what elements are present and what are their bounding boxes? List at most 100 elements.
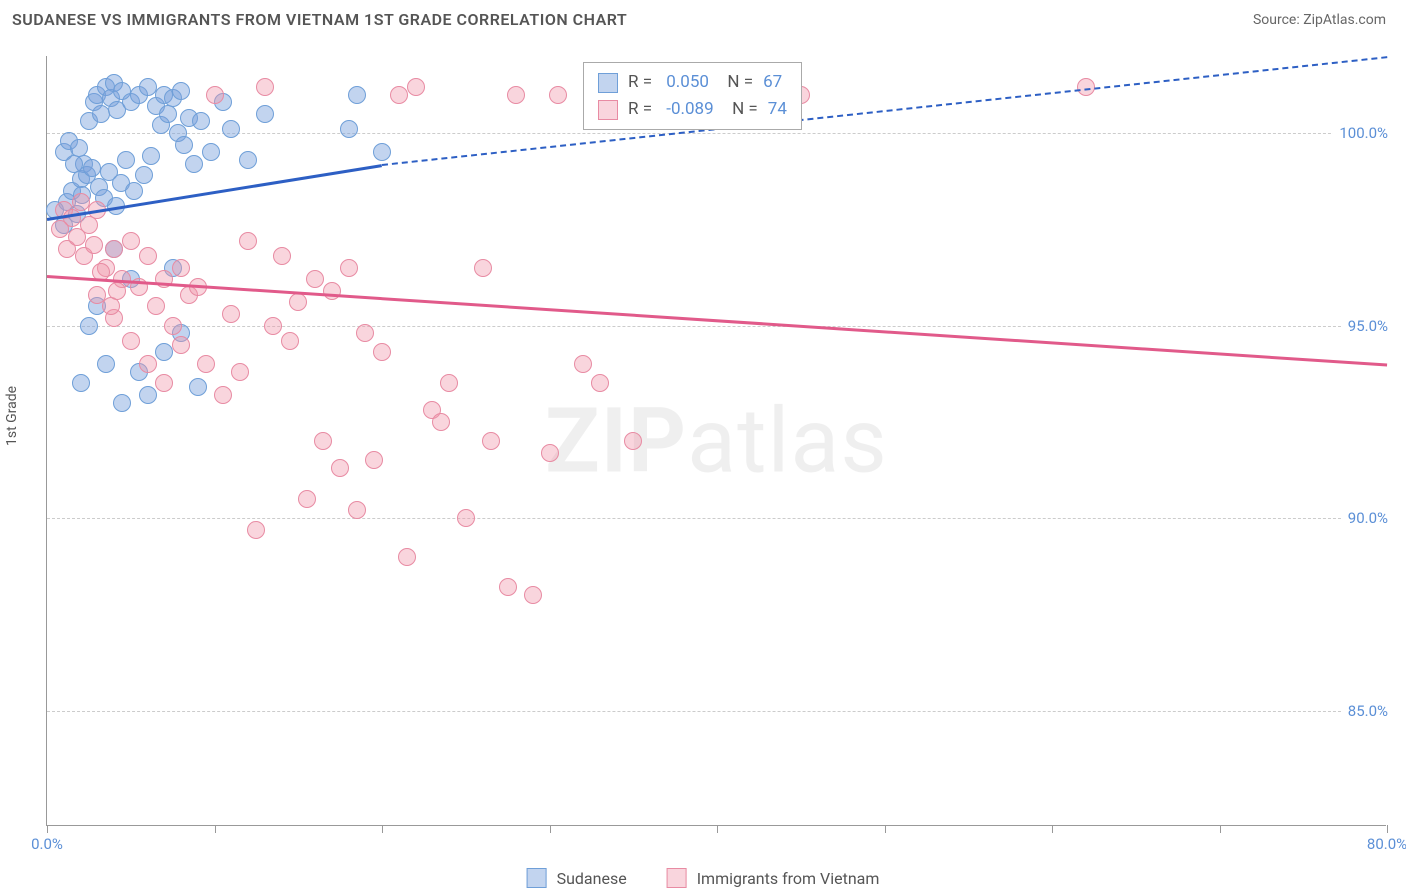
- legend-swatch: [667, 868, 687, 888]
- legend-swatch: [527, 868, 547, 888]
- data-point: [306, 270, 324, 288]
- chart-source: Source: ZipAtlas.com: [1253, 12, 1386, 28]
- x-tick-label: 0.0%: [31, 835, 63, 853]
- data-point: [97, 355, 115, 373]
- data-point: [155, 343, 173, 361]
- stat-row: R = 0.050 N =67: [598, 69, 787, 96]
- data-point: [298, 490, 316, 508]
- data-point: [51, 220, 69, 238]
- series-swatch: [598, 73, 618, 93]
- data-point: [356, 324, 374, 342]
- data-point: [83, 159, 101, 177]
- watermark: ZIPatlas: [545, 388, 888, 493]
- stat-n-label: N =: [724, 96, 758, 123]
- y-tick-label: 85.0%: [1342, 702, 1388, 720]
- stat-n-value: 67: [763, 69, 782, 96]
- chart-header: SUDANESE VS IMMIGRANTS FROM VIETNAM 1ST …: [0, 0, 1406, 35]
- data-point: [105, 240, 123, 258]
- x-tick: [215, 825, 216, 833]
- data-point: [373, 343, 391, 361]
- chart-legend: Sudanese Immigrants from Vietnam: [527, 868, 880, 888]
- stat-r-label: R =: [628, 69, 656, 96]
- data-point: [139, 78, 157, 96]
- data-point: [340, 259, 358, 277]
- data-point: [231, 363, 249, 381]
- data-point: [85, 236, 103, 254]
- data-point: [541, 444, 559, 462]
- data-point: [348, 501, 366, 519]
- data-point: [222, 305, 240, 323]
- data-point: [172, 336, 190, 354]
- data-point: [348, 86, 366, 104]
- gridline: [47, 133, 1386, 134]
- data-point: [482, 432, 500, 450]
- y-tick-label: 90.0%: [1342, 509, 1388, 527]
- stat-n-value: 74: [768, 96, 787, 123]
- data-point: [185, 155, 203, 173]
- data-point: [432, 413, 450, 431]
- x-tick: [1220, 825, 1221, 833]
- data-point: [440, 374, 458, 392]
- data-point: [175, 136, 193, 154]
- legend-label: Immigrants from Vietnam: [697, 869, 880, 888]
- data-point: [108, 282, 126, 300]
- data-point: [331, 459, 349, 477]
- data-point: [206, 86, 224, 104]
- data-point: [202, 143, 220, 161]
- correlation-stats-box: R = 0.050 N =67R = -0.089 N = 74: [583, 62, 802, 130]
- data-point: [189, 378, 207, 396]
- data-point: [273, 247, 291, 265]
- data-point: [373, 143, 391, 161]
- data-point: [197, 355, 215, 373]
- data-point: [139, 355, 157, 373]
- gridline: [47, 711, 1386, 712]
- x-tick-label: 80.0%: [1367, 835, 1406, 853]
- data-point: [239, 151, 257, 169]
- x-tick: [1387, 825, 1388, 833]
- chart-title: SUDANESE VS IMMIGRANTS FROM VIETNAM 1ST …: [12, 10, 627, 29]
- data-point: [239, 232, 257, 250]
- y-axis-label: 1st Grade: [4, 386, 20, 446]
- data-point: [398, 548, 416, 566]
- data-point: [122, 232, 140, 250]
- data-point: [365, 451, 383, 469]
- data-point: [256, 78, 274, 96]
- data-point: [159, 105, 177, 123]
- data-point: [407, 78, 425, 96]
- x-tick: [550, 825, 551, 833]
- stat-row: R = -0.089 N = 74: [598, 96, 787, 123]
- legend-item: Immigrants from Vietnam: [667, 868, 880, 888]
- data-point: [72, 374, 90, 392]
- series-swatch: [598, 100, 618, 120]
- stat-r-label: R =: [628, 96, 656, 123]
- x-tick: [382, 825, 383, 833]
- stat-r-value: -0.089: [666, 96, 713, 123]
- data-point: [549, 86, 567, 104]
- data-point: [172, 259, 190, 277]
- x-tick: [47, 825, 48, 833]
- data-point: [122, 332, 140, 350]
- data-point: [314, 432, 332, 450]
- data-point: [117, 151, 135, 169]
- data-point: [68, 228, 86, 246]
- trend-line-extrapolated: [382, 56, 1387, 166]
- data-point: [289, 293, 307, 311]
- data-point: [264, 317, 282, 335]
- legend-label: Sudanese: [557, 869, 627, 888]
- data-point: [323, 282, 341, 300]
- data-point: [340, 120, 358, 138]
- data-point: [155, 374, 173, 392]
- stat-r-value: 0.050: [666, 69, 709, 96]
- scatter-chart: ZIPatlas 85.0%90.0%95.0%100.0%0.0%80.0%R…: [46, 56, 1386, 826]
- y-tick-label: 95.0%: [1342, 317, 1388, 335]
- data-point: [457, 509, 475, 527]
- data-point: [624, 432, 642, 450]
- data-point: [214, 386, 232, 404]
- data-point: [499, 578, 517, 596]
- data-point: [92, 105, 110, 123]
- data-point: [172, 82, 190, 100]
- data-point: [125, 182, 143, 200]
- data-point: [507, 86, 525, 104]
- x-tick: [717, 825, 718, 833]
- data-point: [72, 193, 90, 211]
